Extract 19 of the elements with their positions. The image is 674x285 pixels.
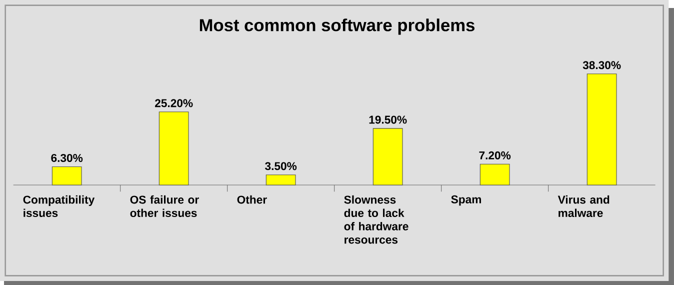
data-label: 19.50%: [369, 116, 407, 124]
bar: [266, 174, 296, 186]
data-label: 3.50%: [265, 162, 297, 170]
bar: [372, 128, 403, 186]
x-tick-label: Compatibility issues: [23, 195, 95, 218]
x-tick-label: OS failure or other issues: [130, 195, 199, 218]
data-label: 6.30%: [51, 154, 83, 162]
chart-title: Most common software problems: [200, 18, 474, 35]
x-tick-label: Slowness due to lack of hardware resources: [344, 195, 408, 244]
data-label: 25.20%: [155, 99, 193, 108]
data-label: 38.30%: [582, 61, 621, 70]
bar: [52, 166, 82, 186]
x-tick-label: Virus and malware: [558, 195, 610, 218]
data-label: 7.20%: [479, 151, 511, 160]
x-tick-label: Other: [237, 195, 267, 204]
bar: [158, 112, 189, 186]
bar: [586, 74, 617, 186]
bar: [480, 164, 510, 186]
x-tick-label: Spam: [451, 195, 481, 206]
